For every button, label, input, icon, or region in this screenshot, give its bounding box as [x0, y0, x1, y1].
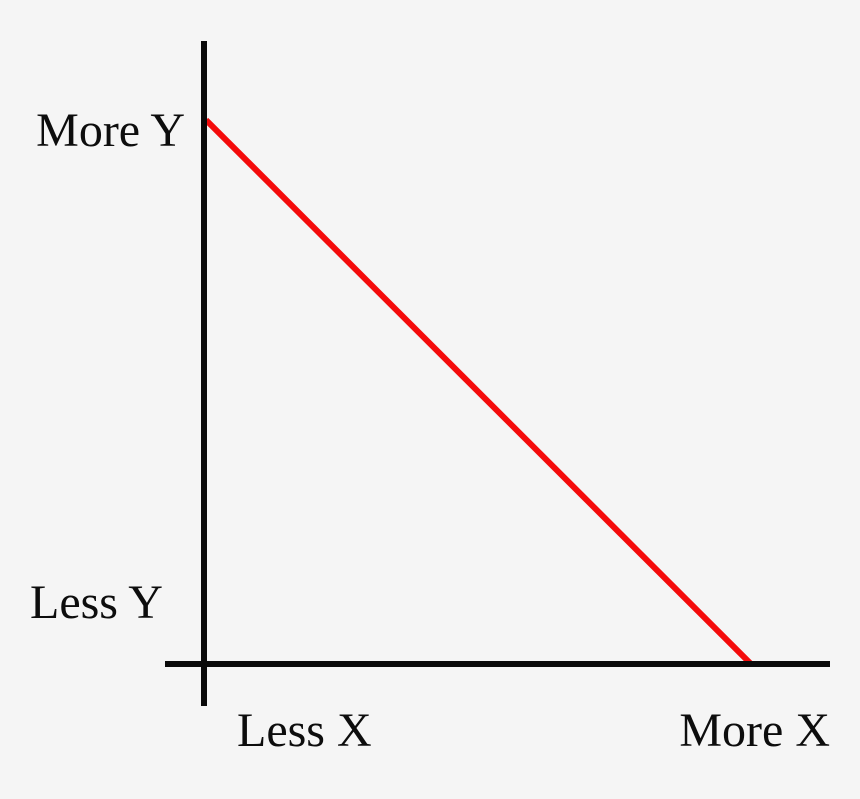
x-axis-label-more: More X [679, 704, 830, 757]
x-axis-label-less: Less X [237, 704, 372, 757]
data-line-inverse-relationship [203, 117, 754, 667]
y-axis-label-more: More Y [36, 104, 185, 157]
y-axis-label-less: Less Y [30, 576, 163, 629]
